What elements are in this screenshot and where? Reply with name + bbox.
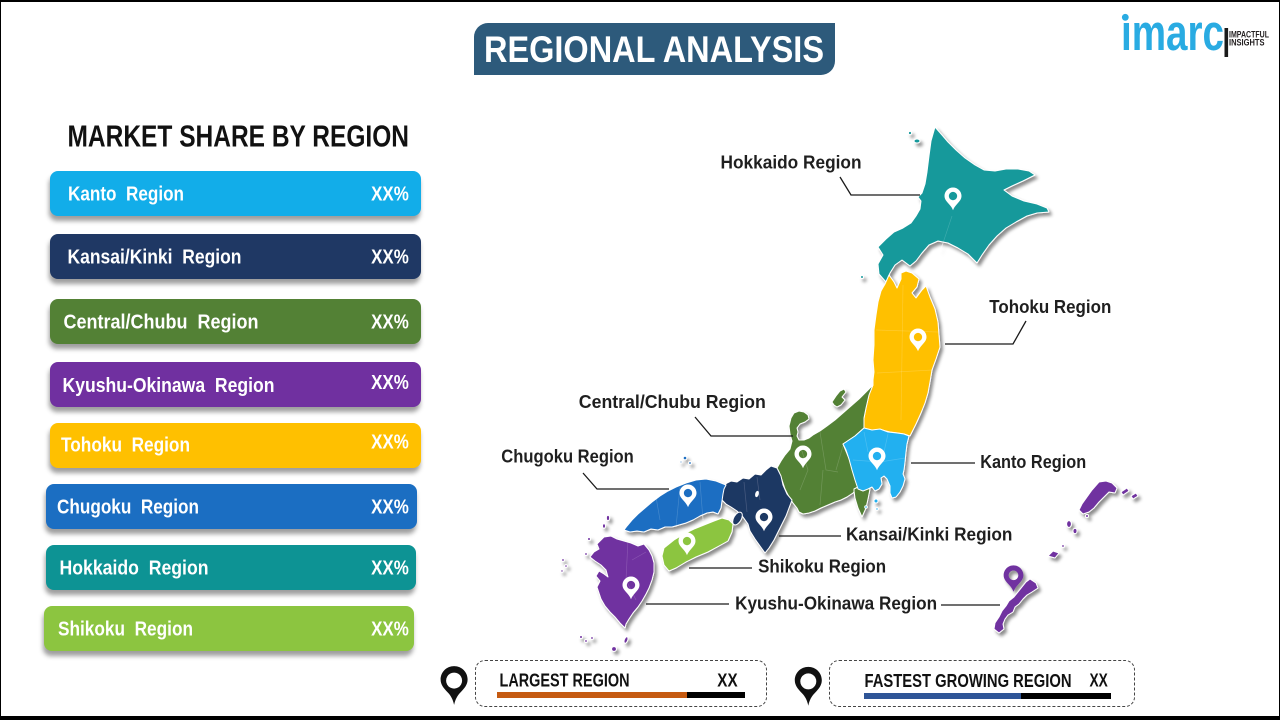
svg-text:REGIONAL ANALYSIS: REGIONAL ANALYSIS: [484, 28, 824, 70]
svg-text:XX%: XX%: [371, 558, 409, 580]
svg-text:Kanto Region: Kanto Region: [980, 452, 1086, 472]
svg-text:Kansai/Kinki Region: Kansai/Kinki Region: [68, 247, 242, 269]
svg-text:XX%: XX%: [371, 619, 409, 641]
svg-text:XX%: XX%: [371, 432, 409, 454]
svg-text:Tohoku Region: Tohoku Region: [989, 297, 1111, 317]
svg-text:ımarc: ımarc: [1121, 4, 1224, 61]
svg-text:XX%: XX%: [371, 312, 409, 334]
svg-text:XX: XX: [717, 669, 738, 690]
svg-text:Hokkaido Region: Hokkaido Region: [721, 153, 862, 173]
svg-text:Tohoku Region: Tohoku Region: [61, 435, 190, 457]
svg-text:Shikoku Region: Shikoku Region: [758, 557, 886, 577]
svg-text:Central/Chubu Region: Central/Chubu Region: [579, 392, 766, 412]
svg-text:MARKET SHARE BY REGION: MARKET SHARE BY REGION: [68, 120, 410, 154]
svg-text:XX: XX: [1090, 671, 1108, 691]
svg-text:XX%: XX%: [371, 247, 409, 269]
svg-text:Kyushu-Okinawa Region: Kyushu-Okinawa Region: [735, 593, 937, 613]
svg-text:Chugoku Region: Chugoku Region: [57, 497, 199, 519]
svg-text:XX%: XX%: [371, 184, 409, 206]
svg-text:INSIGHTS: INSIGHTS: [1229, 38, 1265, 48]
svg-text:FASTEST GROWING REGION: FASTEST GROWING REGION: [865, 671, 1072, 691]
svg-text:Central/Chubu Region: Central/Chubu Region: [64, 312, 259, 334]
svg-text:XX%: XX%: [371, 372, 409, 394]
svg-text:Kanto Region: Kanto Region: [68, 184, 184, 206]
svg-text:Chugoku Region: Chugoku Region: [501, 447, 634, 467]
svg-text:Kansai/Kinki Region: Kansai/Kinki Region: [846, 525, 1012, 545]
svg-text:Kyushu-Okinawa Region: Kyushu-Okinawa Region: [63, 375, 275, 397]
svg-text:IMPACTFUL: IMPACTFUL: [1229, 29, 1269, 40]
svg-text:Hokkaido Region: Hokkaido Region: [60, 558, 209, 580]
svg-text:XX%: XX%: [371, 497, 409, 519]
svg-text:Shikoku Region: Shikoku Region: [58, 619, 193, 641]
svg-text:LARGEST REGION: LARGEST REGION: [500, 670, 630, 691]
